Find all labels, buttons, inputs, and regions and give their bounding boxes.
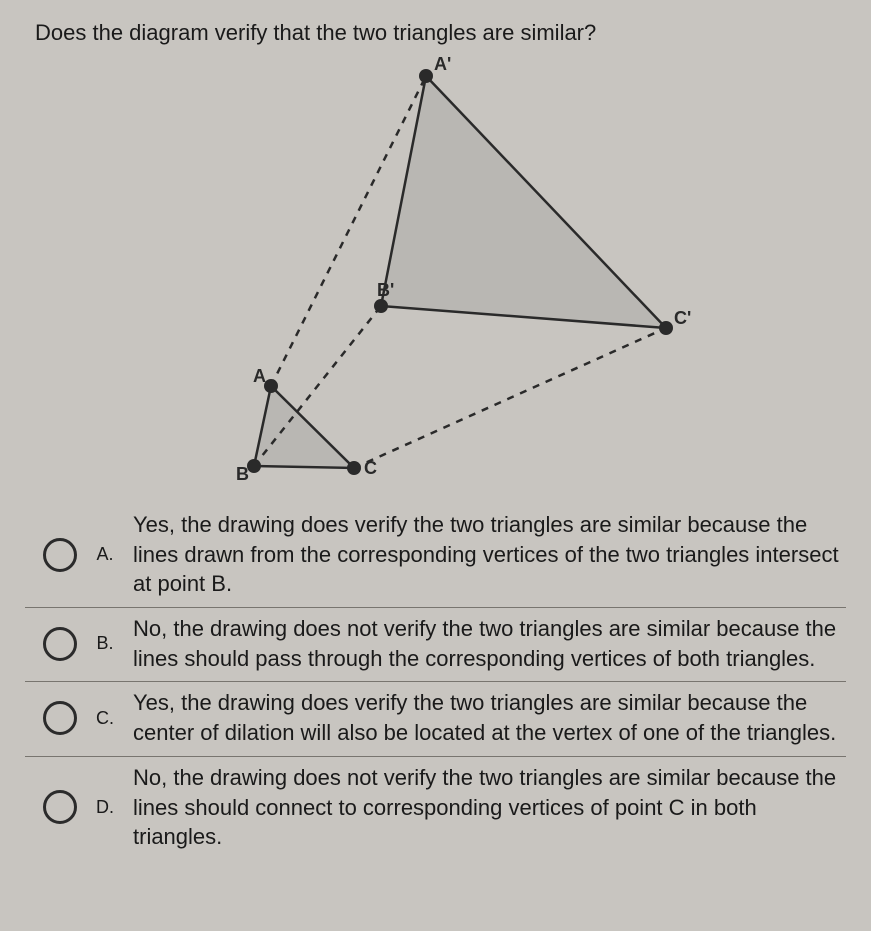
diagram-container: A' B' C' A B C [25,56,846,496]
question-text: Does the diagram verify that the two tri… [35,20,846,46]
answer-option[interactable]: B. No, the drawing does not verify the t… [25,608,846,682]
triangle-diagram: A' B' C' A B C [176,56,696,496]
vertex-label: B' [377,280,394,300]
radio-icon[interactable] [43,627,77,661]
radio-icon[interactable] [43,701,77,735]
vertex-label: A' [434,56,451,74]
answer-list: A. Yes, the drawing does verify the two … [25,504,846,860]
vertex-point [347,461,361,475]
answer-text: No, the drawing does not verify the two … [133,763,846,852]
radio-icon[interactable] [43,790,77,824]
small-triangle [254,386,354,468]
radio-icon[interactable] [43,538,77,572]
big-triangle [381,76,666,328]
answer-letter: B. [91,633,119,654]
vertex-point [419,69,433,83]
dashed-ray [354,328,666,468]
answer-text: Yes, the drawing does verify the two tri… [133,510,846,599]
vertex-label: A [253,366,266,386]
answer-letter: A. [91,544,119,565]
answer-text: Yes, the drawing does verify the two tri… [133,688,846,747]
answer-letter: D. [91,797,119,818]
vertex-point [247,459,261,473]
vertex-label: B [236,464,249,484]
answer-option[interactable]: C. Yes, the drawing does verify the two … [25,682,846,756]
answer-letter: C. [91,708,119,729]
vertex-point [659,321,673,335]
answer-option[interactable]: D. No, the drawing does not verify the t… [25,757,846,860]
vertex-point [374,299,388,313]
vertex-label: C [364,458,377,478]
vertex-point [264,379,278,393]
vertex-label: C' [674,308,691,328]
answer-option[interactable]: A. Yes, the drawing does verify the two … [25,504,846,608]
answer-text: No, the drawing does not verify the two … [133,614,846,673]
